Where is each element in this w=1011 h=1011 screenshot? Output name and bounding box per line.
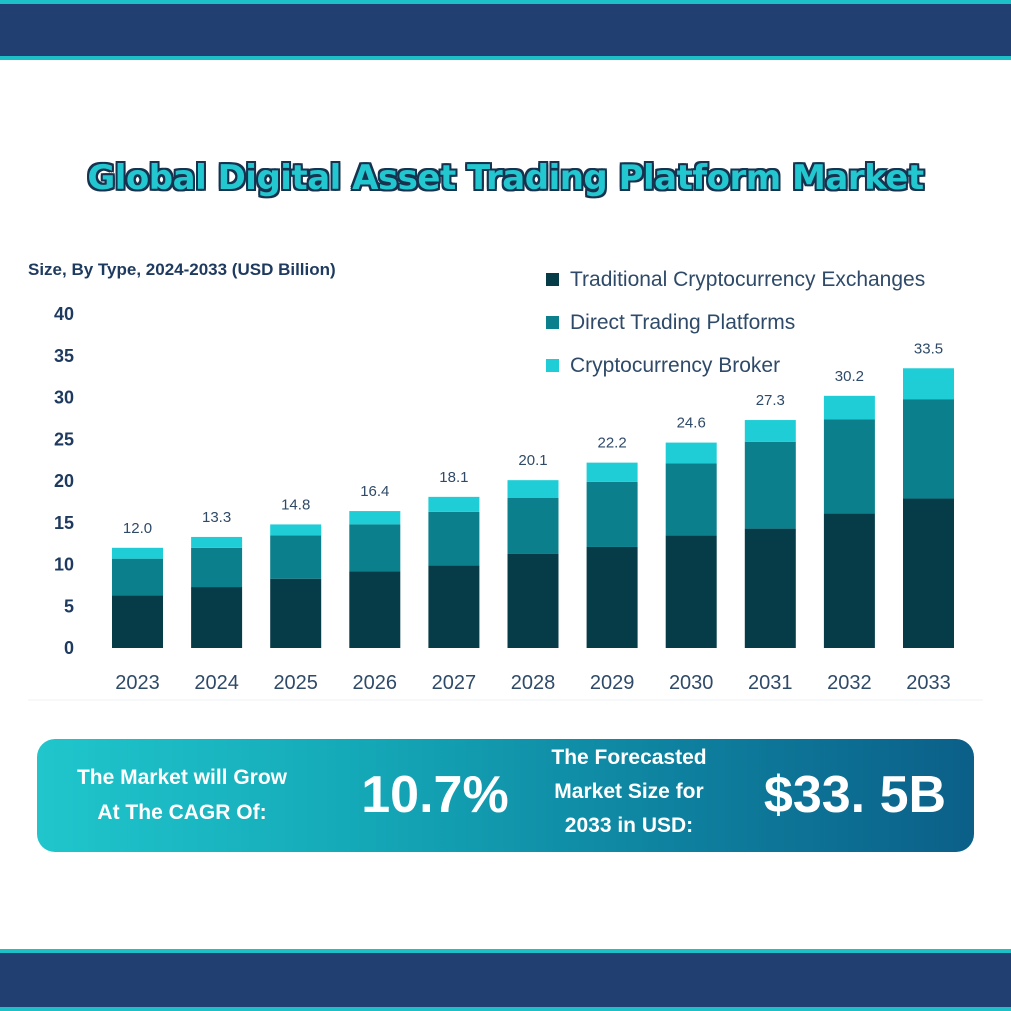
y-tick-label: 15 — [54, 513, 74, 533]
bar-total-label: 12.0 — [123, 520, 152, 537]
bar-segment-traditional-exchanges — [428, 565, 480, 648]
bar-segment-traditional-exchanges — [744, 528, 796, 648]
x-tick-label: 2028 — [511, 672, 556, 694]
y-tick-label: 30 — [54, 388, 74, 408]
cagr-label-line2: At The CAGR Of: — [97, 801, 267, 824]
x-tick-label: 2023 — [115, 672, 160, 694]
forecast-label-line2: Market Size for — [554, 780, 704, 803]
stacked-bar-chart: 051015202530354012.0202313.3202414.82025… — [28, 304, 983, 701]
y-tick-label: 35 — [54, 346, 74, 366]
cagr-label-line1: The Market will Grow — [76, 766, 288, 789]
bar-segment-crypto-broker — [349, 511, 401, 525]
bar-segment-traditional-exchanges — [823, 513, 875, 648]
bar-segment-traditional-exchanges — [270, 578, 322, 648]
bottom-band — [0, 949, 1011, 1011]
chart-title: Global Digital Asset Trading Platform Ma… — [87, 158, 924, 198]
x-tick-label: 2029 — [590, 672, 635, 694]
bar-segment-traditional-exchanges — [665, 535, 717, 648]
forecast-value: $33. 5B — [763, 766, 947, 824]
bar-segment-traditional-exchanges — [903, 498, 954, 648]
bar-segment-direct-trading — [507, 497, 559, 554]
cagr-label: The Market will Grow At The CAGR Of: — [49, 760, 315, 830]
y-tick-label: 5 — [64, 596, 74, 616]
legend-swatch-traditional-exchanges — [546, 273, 559, 286]
bar-total-label: 14.8 — [281, 496, 310, 513]
bar-segment-traditional-exchanges — [191, 587, 243, 648]
x-tick-label: 2030 — [669, 672, 714, 694]
bar-total-label: 30.2 — [835, 368, 864, 385]
x-tick-label: 2032 — [827, 672, 872, 694]
bar-segment-crypto-broker — [586, 462, 638, 482]
y-tick-label: 10 — [54, 555, 74, 575]
bar-segment-crypto-broker — [823, 395, 875, 420]
bar-total-label: 18.1 — [439, 469, 468, 486]
bar-segment-direct-trading — [586, 481, 638, 547]
cagr-value: 10.7% — [361, 766, 509, 824]
legend-item-crypto-broker: Cryptocurrency Broker — [546, 344, 925, 387]
legend-label-direct-trading: Direct Trading Platforms — [570, 310, 796, 334]
forecast-label-line1: The Forecasted — [551, 746, 707, 769]
summary-banner: The Market will Grow At The CAGR Of: 10.… — [37, 739, 974, 852]
chart-subtitle: Size, By Type, 2024-2033 (USD Billion) — [28, 260, 336, 279]
bar-segment-traditional-exchanges — [349, 571, 401, 648]
legend-item-direct-trading: Direct Trading Platforms — [546, 301, 925, 344]
bar-total-label: 20.1 — [518, 452, 547, 469]
y-tick-label: 0 — [64, 638, 74, 658]
y-tick-label: 20 — [54, 471, 74, 491]
forecast-label: The Forecasted Market Size for 2033 in U… — [519, 741, 739, 843]
bar-segment-crypto-broker — [665, 442, 717, 464]
x-tick-label: 2026 — [353, 672, 398, 694]
bar-segment-traditional-exchanges — [586, 546, 638, 648]
bar-segment-traditional-exchanges — [507, 553, 559, 648]
bar-segment-crypto-broker — [270, 524, 322, 536]
legend-swatch-crypto-broker — [546, 359, 559, 372]
bar-segment-direct-trading — [744, 441, 796, 529]
x-tick-label: 2033 — [906, 672, 951, 694]
bar-total-label: 27.3 — [756, 392, 785, 409]
bar-segment-direct-trading — [191, 547, 243, 588]
bar-total-label: 33.5 — [914, 340, 943, 357]
bar-segment-traditional-exchanges — [112, 595, 163, 648]
bar-segment-direct-trading — [903, 399, 954, 499]
bar-segment-direct-trading — [349, 524, 401, 572]
x-tick-label: 2025 — [273, 672, 318, 694]
bar-segment-direct-trading — [270, 535, 322, 579]
bar-segment-crypto-broker — [112, 547, 163, 559]
x-tick-label: 2027 — [432, 672, 477, 694]
bar-segment-direct-trading — [665, 463, 717, 536]
bar-segment-crypto-broker — [903, 368, 954, 400]
bar-segment-crypto-broker — [507, 480, 559, 498]
bar-segment-direct-trading — [823, 419, 875, 514]
bar-segment-crypto-broker — [428, 496, 480, 512]
legend-item-traditional-exchanges: Traditional Cryptocurrency Exchanges — [546, 258, 925, 301]
x-tick-label: 2024 — [194, 672, 239, 694]
chart-legend: Traditional Cryptocurrency Exchanges Dir… — [546, 258, 925, 387]
bar-segment-crypto-broker — [191, 536, 243, 548]
bar-total-label: 22.2 — [597, 435, 626, 452]
forecast-label-line3: 2033 in USD: — [564, 814, 694, 837]
legend-label-traditional-exchanges: Traditional Cryptocurrency Exchanges — [570, 267, 926, 291]
bar-segment-direct-trading — [112, 558, 163, 596]
legend-label-crypto-broker: Cryptocurrency Broker — [570, 353, 781, 377]
bar-total-label: 16.4 — [360, 483, 389, 500]
legend-swatch-direct-trading — [546, 316, 559, 329]
bar-total-label: 13.3 — [202, 509, 231, 526]
bar-total-label: 24.6 — [677, 415, 706, 432]
bar-segment-direct-trading — [428, 511, 480, 566]
bar-segment-crypto-broker — [744, 420, 796, 442]
y-tick-label: 40 — [54, 304, 74, 324]
top-band — [0, 0, 1011, 60]
y-tick-label: 25 — [54, 429, 74, 449]
x-tick-label: 2031 — [748, 672, 793, 694]
